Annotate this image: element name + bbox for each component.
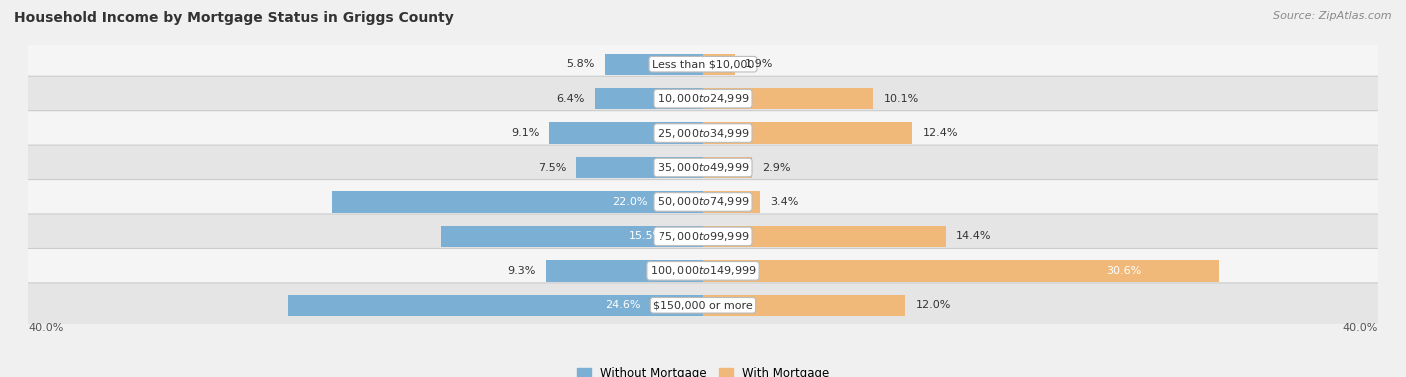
Bar: [703, 260, 1219, 282]
Text: 15.5%: 15.5%: [628, 231, 664, 241]
FancyBboxPatch shape: [17, 111, 1389, 155]
Text: 7.5%: 7.5%: [538, 162, 567, 173]
Text: 6.4%: 6.4%: [557, 93, 585, 104]
Bar: [288, 294, 703, 316]
FancyBboxPatch shape: [17, 214, 1389, 259]
Text: 14.4%: 14.4%: [956, 231, 991, 241]
Text: Household Income by Mortgage Status in Griggs County: Household Income by Mortgage Status in G…: [14, 11, 454, 25]
Text: Less than $10,000: Less than $10,000: [652, 59, 754, 69]
Bar: [550, 123, 703, 144]
Text: 9.3%: 9.3%: [508, 266, 536, 276]
Bar: [332, 191, 703, 213]
Bar: [703, 88, 873, 109]
Bar: [605, 54, 703, 75]
Text: 10.1%: 10.1%: [883, 93, 918, 104]
FancyBboxPatch shape: [17, 283, 1389, 328]
Text: 12.4%: 12.4%: [922, 128, 957, 138]
Text: 12.0%: 12.0%: [915, 300, 950, 310]
Text: 30.6%: 30.6%: [1107, 266, 1142, 276]
FancyBboxPatch shape: [17, 179, 1389, 224]
Text: 3.4%: 3.4%: [770, 197, 799, 207]
Text: 9.1%: 9.1%: [510, 128, 540, 138]
Text: 40.0%: 40.0%: [1343, 323, 1378, 333]
Text: 5.8%: 5.8%: [567, 59, 595, 69]
Bar: [703, 157, 752, 178]
Text: Source: ZipAtlas.com: Source: ZipAtlas.com: [1274, 11, 1392, 21]
FancyBboxPatch shape: [17, 42, 1389, 87]
Text: $150,000 or more: $150,000 or more: [654, 300, 752, 310]
Bar: [703, 54, 735, 75]
Bar: [703, 123, 912, 144]
Bar: [703, 191, 761, 213]
Text: 24.6%: 24.6%: [605, 300, 641, 310]
Bar: [546, 260, 703, 282]
Text: $50,000 to $74,999: $50,000 to $74,999: [657, 195, 749, 208]
Text: 22.0%: 22.0%: [612, 197, 647, 207]
Bar: [703, 294, 905, 316]
Bar: [441, 226, 703, 247]
Legend: Without Mortgage, With Mortgage: Without Mortgage, With Mortgage: [576, 367, 830, 377]
FancyBboxPatch shape: [17, 76, 1389, 121]
Bar: [576, 157, 703, 178]
Text: $10,000 to $24,999: $10,000 to $24,999: [657, 92, 749, 105]
FancyBboxPatch shape: [17, 248, 1389, 293]
Bar: [595, 88, 703, 109]
FancyBboxPatch shape: [17, 145, 1389, 190]
Text: $100,000 to $149,999: $100,000 to $149,999: [650, 264, 756, 277]
Text: 2.9%: 2.9%: [762, 162, 790, 173]
Text: $25,000 to $34,999: $25,000 to $34,999: [657, 127, 749, 139]
Text: $75,000 to $99,999: $75,000 to $99,999: [657, 230, 749, 243]
Text: 1.9%: 1.9%: [745, 59, 773, 69]
Text: $35,000 to $49,999: $35,000 to $49,999: [657, 161, 749, 174]
Text: 40.0%: 40.0%: [28, 323, 63, 333]
Bar: [703, 226, 946, 247]
